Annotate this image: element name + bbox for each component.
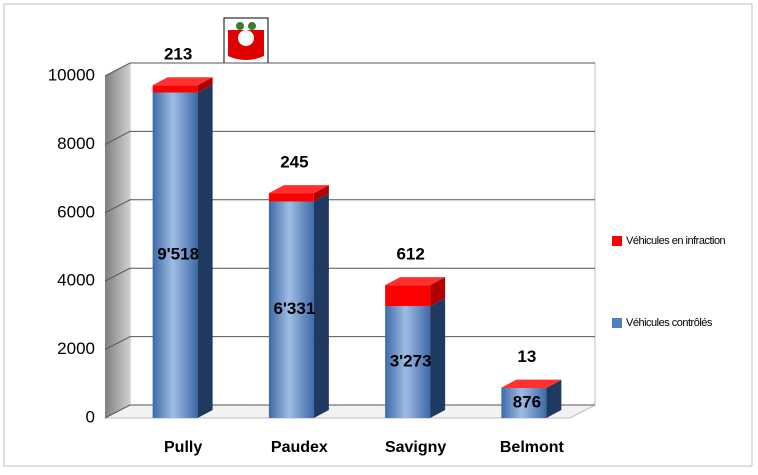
- side-wall: [105, 63, 130, 418]
- legend-label: Véhicules contrôlés: [626, 317, 713, 329]
- data-label: 6'331: [273, 299, 315, 318]
- y-tick-label: 10000: [48, 65, 95, 84]
- bar-side: [198, 84, 213, 418]
- data-label: 245: [280, 153, 308, 172]
- legend-swatch: [612, 236, 622, 246]
- y-tick-label: 8000: [57, 134, 95, 153]
- data-label: 612: [396, 245, 424, 264]
- y-tick-label: 2000: [57, 339, 95, 358]
- legend-label: Véhicules en infraction: [626, 235, 726, 247]
- data-label: 9'518: [157, 245, 199, 264]
- y-tick-label: 4000: [57, 271, 95, 290]
- data-label: 213: [164, 45, 192, 64]
- data-label: 3'273: [390, 352, 432, 371]
- y-tick-label: 0: [86, 407, 95, 426]
- x-tick-label: Belmont: [500, 439, 565, 456]
- bar-side: [430, 298, 445, 418]
- y-tick-label: 6000: [57, 202, 95, 221]
- data-label: 13: [517, 347, 536, 366]
- legend-swatch: [612, 318, 622, 328]
- data-label: 876: [513, 393, 541, 412]
- x-tick-label: Paudex: [271, 439, 328, 456]
- bar-segment: [385, 285, 430, 306]
- x-tick-label: Savigny: [385, 439, 446, 456]
- x-tick-label: Pully: [164, 439, 202, 456]
- bar-segment: [269, 193, 314, 201]
- bar-side: [314, 193, 329, 418]
- bar-segment: [153, 85, 198, 92]
